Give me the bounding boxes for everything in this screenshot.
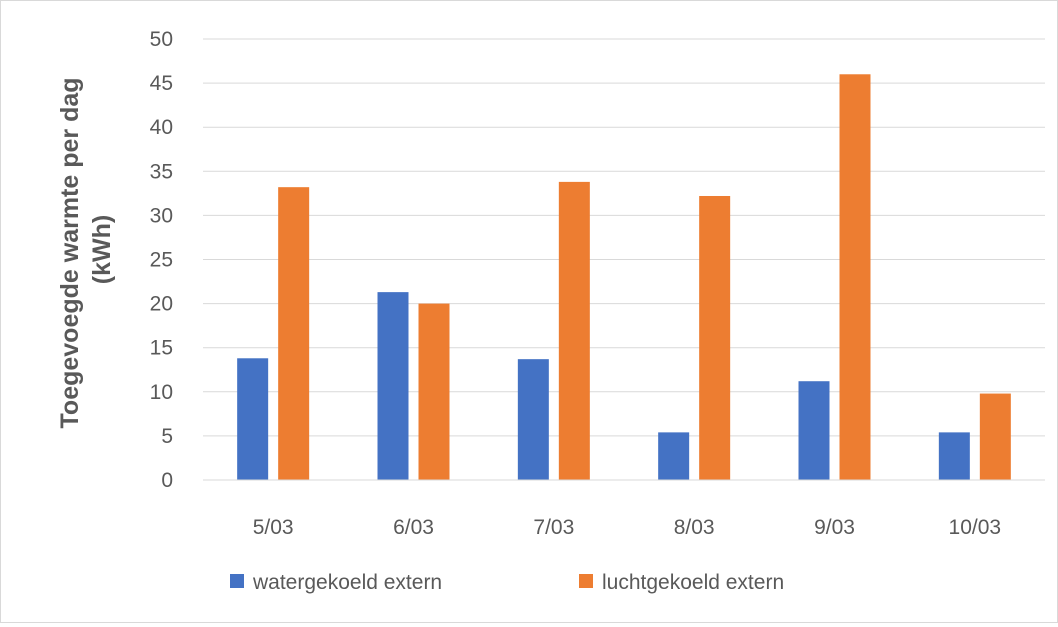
x-tick-label: 9/03 <box>814 516 855 539</box>
bar-watergekoeld-extern-8-03 <box>658 432 690 480</box>
y-tick-label: 40 <box>150 116 173 139</box>
bar-luchtgekoeld-extern-6-03 <box>418 303 450 480</box>
y-tick-label: 45 <box>150 72 173 95</box>
bars <box>237 74 1011 480</box>
y-axis-label-line-2: (kWh) <box>88 215 116 284</box>
bar-watergekoeld-extern-7-03 <box>517 359 549 480</box>
bar-watergekoeld-extern-5-03 <box>237 358 269 480</box>
bar-luchtgekoeld-extern-7-03 <box>558 181 590 480</box>
y-tick-label: 30 <box>150 204 173 227</box>
x-tick-label: 5/03 <box>253 516 294 539</box>
legend-label: luchtgekoeld extern <box>602 571 784 594</box>
y-tick-label: 0 <box>161 469 173 492</box>
y-tick-label: 35 <box>150 160 173 183</box>
gridlines <box>203 38 1045 437</box>
bar-luchtgekoeld-extern-5-03 <box>278 187 310 480</box>
legend-swatch <box>579 574 593 588</box>
y-axis-label-line-1: Toegevoegde warmte per dag <box>56 77 84 428</box>
bar-watergekoeld-extern-9-03 <box>798 381 830 480</box>
y-axis-ticks: 0 5 10 15 20 25 30 35 40 45 50 <box>150 28 173 492</box>
legend: watergekoeld extern luchtgekoeld extern <box>230 571 784 594</box>
y-tick-label: 50 <box>150 28 173 51</box>
x-tick-label: 8/03 <box>674 516 715 539</box>
bar-luchtgekoeld-extern-10-03 <box>979 393 1011 480</box>
x-axis-ticks: 5/03 6/03 7/03 8/03 9/03 10/03 <box>253 516 1001 539</box>
y-axis-label: Toegevoegde warmte per dag (kWh) <box>56 71 116 429</box>
bar-luchtgekoeld-extern-9-03 <box>839 74 871 480</box>
y-tick-label: 15 <box>150 337 173 360</box>
y-tick-label: 10 <box>150 381 173 404</box>
bar-luchtgekoeld-extern-8-03 <box>699 195 731 480</box>
x-tick-label: 10/03 <box>949 516 1002 539</box>
x-tick-label: 6/03 <box>393 516 434 539</box>
bar-watergekoeld-extern-10-03 <box>938 432 970 480</box>
legend-label: watergekoeld extern <box>252 571 442 594</box>
y-tick-label: 25 <box>150 249 173 272</box>
y-tick-label: 5 <box>161 425 173 448</box>
y-tick-label: 20 <box>150 293 173 316</box>
x-tick-label: 7/03 <box>533 516 574 539</box>
legend-swatch <box>230 574 244 588</box>
bar-watergekoeld-extern-6-03 <box>377 292 409 480</box>
